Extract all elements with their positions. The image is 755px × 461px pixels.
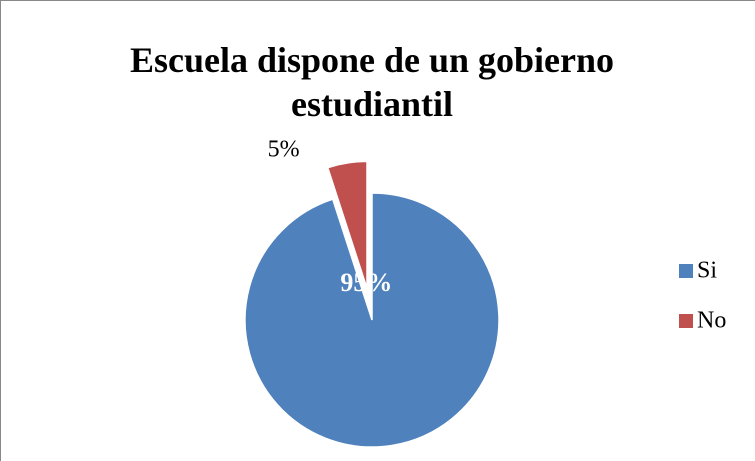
pie-slice <box>326 160 368 289</box>
pie-slice <box>244 192 500 448</box>
chart-title: Escuela dispone de un gobierno estudiant… <box>129 40 615 124</box>
data-label: 5% <box>268 137 300 163</box>
legend-swatch <box>679 314 693 328</box>
legend-swatch <box>679 264 693 278</box>
legend-label: Si <box>697 258 717 284</box>
legend-label: No <box>697 308 726 334</box>
